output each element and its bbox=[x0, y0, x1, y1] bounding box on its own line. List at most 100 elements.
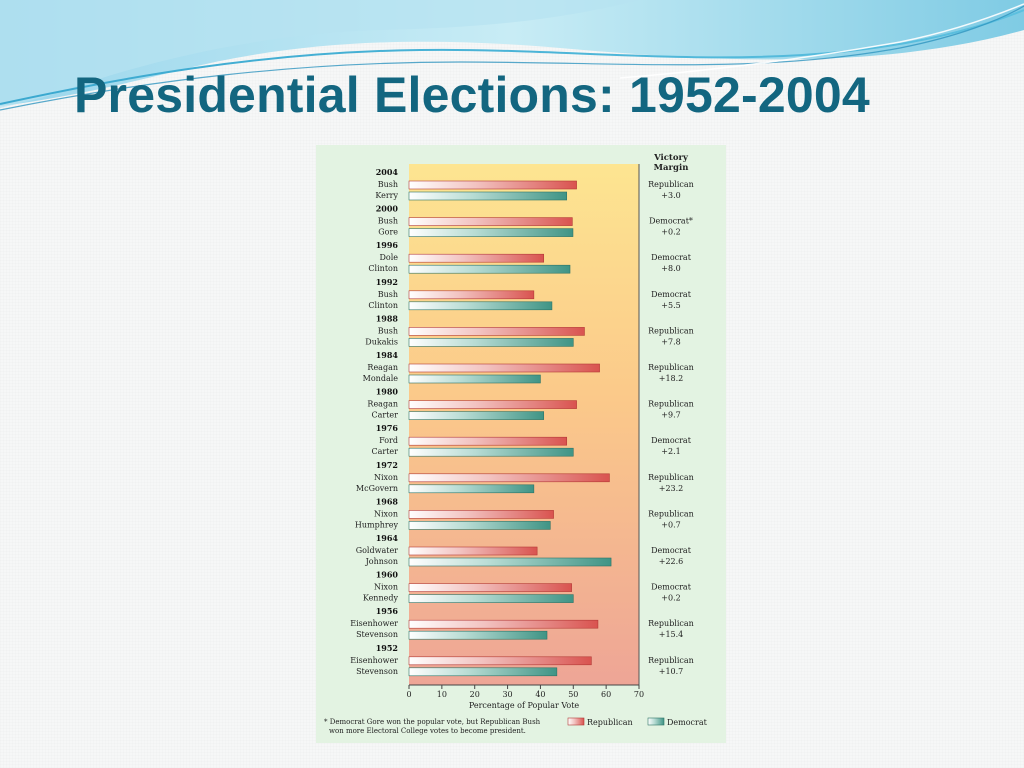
democrat-candidate-label: Carter bbox=[372, 411, 399, 420]
year-label: 1956 bbox=[376, 606, 399, 616]
democrat-bar bbox=[408, 667, 558, 677]
republican-candidate-label: Bush bbox=[378, 180, 398, 189]
republican-candidate-label: Bush bbox=[378, 217, 398, 226]
footnote-line2: won more Electoral College votes to beco… bbox=[329, 727, 526, 735]
democrat-bar bbox=[408, 301, 553, 311]
year-label: 1992 bbox=[376, 277, 398, 287]
republican-bar bbox=[408, 180, 577, 190]
x-tick-label: 50 bbox=[568, 690, 578, 699]
victory-winner-label: Republican bbox=[648, 326, 694, 335]
democrat-candidate-label: Johnson bbox=[365, 557, 398, 566]
election-row-1960: 1960 Nixon Kennedy Democrat +0.2 bbox=[363, 570, 692, 603]
democrat-candidate-label: Mondale bbox=[363, 374, 399, 383]
republican-candidate-label: Ford bbox=[379, 436, 398, 445]
x-axis-title: Percentage of Popular Vote bbox=[469, 701, 580, 710]
victory-margin-value: +2.1 bbox=[661, 447, 680, 456]
election-row-1996: 1996 Dole Clinton Democrat +8.0 bbox=[368, 240, 692, 274]
election-chart: Victory Margin 2004 Bush Kerry Republican +3.0… bbox=[316, 145, 726, 743]
year-label: 2000 bbox=[376, 204, 399, 214]
x-tick-label: 0 bbox=[406, 690, 411, 699]
republican-candidate-label: Nixon bbox=[374, 473, 398, 482]
democrat-candidate-label: Humphrey bbox=[355, 520, 399, 529]
republican-bar bbox=[408, 619, 599, 629]
x-tick-label: 20 bbox=[470, 690, 480, 699]
victory-margin-value: +22.6 bbox=[659, 557, 684, 566]
republican-bar bbox=[408, 473, 610, 483]
republican-candidate-label: Bush bbox=[378, 290, 398, 299]
republican-candidate-label: Eisenhower bbox=[350, 619, 398, 628]
victory-winner-label: Republican bbox=[648, 363, 694, 372]
victory-winner-label: Democrat* bbox=[649, 217, 693, 226]
republican-bar bbox=[408, 327, 585, 336]
victory-winner-label: Republican bbox=[648, 619, 694, 628]
democrat-bar bbox=[408, 447, 574, 457]
republican-bar bbox=[408, 217, 573, 226]
election-row-1952: 1952 Eisenhower Stevenson Republican +10.7 bbox=[350, 643, 694, 677]
legend-label: Democrat bbox=[667, 718, 708, 727]
democrat-candidate-label: Clinton bbox=[368, 264, 398, 273]
victory-winner-label: Democrat bbox=[651, 253, 692, 262]
x-tick-label: 70 bbox=[634, 690, 644, 699]
victory-margin-value: +0.7 bbox=[661, 520, 680, 529]
democrat-bar bbox=[408, 264, 571, 274]
year-label: 1980 bbox=[376, 387, 399, 397]
year-label: 1960 bbox=[376, 570, 399, 580]
year-label: 1964 bbox=[376, 533, 399, 543]
legend-label: Republican bbox=[587, 718, 633, 727]
margin-header-line2: Margin bbox=[654, 163, 689, 173]
republican-candidate-label: Nixon bbox=[374, 583, 398, 592]
republican-bar bbox=[408, 400, 577, 409]
democrat-candidate-label: Kennedy bbox=[363, 594, 399, 603]
legend-item-republican: Republican bbox=[567, 717, 633, 727]
victory-margin-value: +8.0 bbox=[661, 264, 680, 273]
republican-candidate-label: Reagan bbox=[367, 400, 398, 409]
victory-winner-label: Democrat bbox=[651, 436, 692, 445]
republican-bar bbox=[408, 656, 592, 666]
year-label: 1976 bbox=[376, 423, 399, 433]
election-row-1956: 1956 Eisenhower Stevenson Republican +15.4 bbox=[350, 606, 694, 640]
democrat-bar bbox=[408, 228, 574, 237]
victory-margin-value: +15.4 bbox=[659, 630, 684, 639]
x-tick-label: 60 bbox=[601, 690, 611, 699]
democrat-candidate-label: McGovern bbox=[356, 484, 398, 493]
victory-margin-value: +9.7 bbox=[661, 411, 680, 420]
victory-margin-value: +18.2 bbox=[659, 374, 684, 383]
democrat-candidate-label: Gore bbox=[378, 228, 398, 237]
slide-title: Presidential Elections: 1952-2004 bbox=[74, 67, 870, 123]
legend-item-democrat: Democrat bbox=[647, 717, 708, 727]
democrat-bar bbox=[408, 557, 612, 567]
republican-candidate-label: Nixon bbox=[374, 509, 398, 518]
democrat-bar bbox=[408, 594, 574, 603]
election-row-1968: 1968 Nixon Humphrey Republican +0.7 bbox=[355, 496, 694, 530]
democrat-bar bbox=[408, 630, 548, 640]
victory-winner-label: Republican bbox=[648, 656, 694, 665]
margin-header-line1: Victory bbox=[653, 153, 689, 163]
year-label: 1988 bbox=[376, 313, 399, 323]
election-row-1964: 1964 Goldwater Johnson Democrat +22.6 bbox=[356, 533, 692, 567]
democrat-bar bbox=[408, 411, 545, 420]
year-label: 1968 bbox=[376, 496, 399, 506]
plot-area bbox=[409, 164, 639, 685]
footnote-line1: * Democrat Gore won the popular vote, bu… bbox=[324, 718, 541, 726]
democrat-bar bbox=[408, 521, 551, 530]
victory-margin-value: +5.5 bbox=[661, 301, 680, 310]
democrat-bar bbox=[408, 484, 535, 494]
democrat-candidate-label: Kerry bbox=[375, 191, 398, 200]
victory-margin-value: +10.7 bbox=[659, 667, 684, 676]
republican-bar bbox=[408, 546, 538, 556]
democrat-bar bbox=[408, 374, 541, 384]
legend-swatch bbox=[567, 717, 585, 726]
republican-bar bbox=[408, 290, 535, 300]
victory-margin-value: +23.2 bbox=[659, 484, 684, 493]
election-row-1976: 1976 Ford Carter Democrat +2.1 bbox=[372, 423, 692, 457]
election-row-1980: 1980 Reagan Carter Republican +9.7 bbox=[367, 387, 694, 420]
decorative-waves bbox=[0, 0, 1024, 111]
victory-margin-value: +7.8 bbox=[661, 337, 680, 346]
victory-winner-label: Republican bbox=[648, 509, 694, 518]
victory-winner-label: Republican bbox=[648, 400, 694, 409]
republican-bar bbox=[408, 436, 568, 446]
victory-margin-value: +0.2 bbox=[661, 228, 680, 237]
democrat-candidate-label: Carter bbox=[372, 447, 399, 456]
election-row-1972: 1972 Nixon McGovern Republican +23.2 bbox=[356, 460, 694, 494]
